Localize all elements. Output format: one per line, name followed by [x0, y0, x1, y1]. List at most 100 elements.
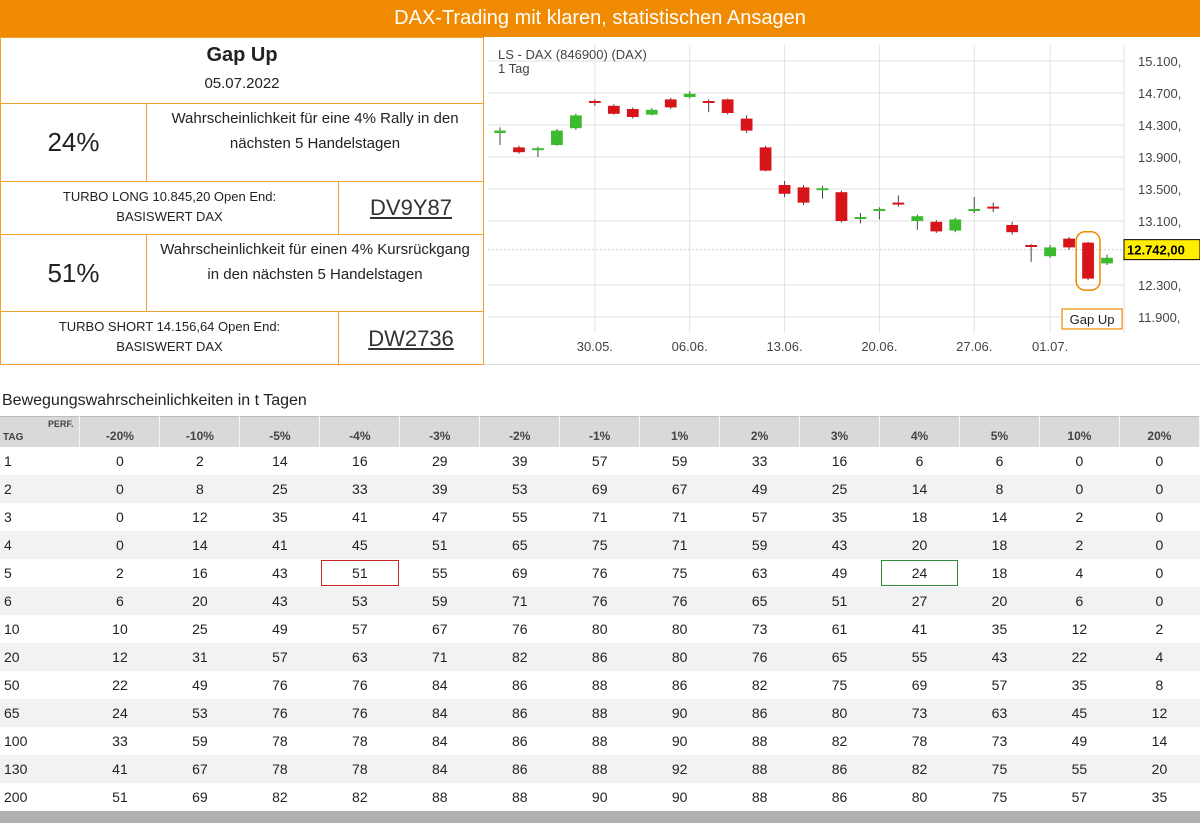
- table-cell: 84: [399, 754, 480, 783]
- table-title: Bewegungswahrscheinlichkeiten in t Tagen: [2, 392, 307, 409]
- table-cell: 88: [511, 788, 528, 805]
- table-cell: 76: [352, 676, 368, 693]
- table-cell: 78: [352, 732, 368, 749]
- chart-subtitle: 1 Tag: [498, 61, 530, 76]
- candle-body: [551, 130, 563, 145]
- short-probability-description: Wahrscheinlichkeit für einen 4% Kursrück…: [147, 235, 483, 311]
- table-cell: 51: [799, 586, 880, 615]
- table-cell: 6: [1039, 586, 1120, 615]
- row-tag: 20: [0, 642, 80, 671]
- tag-header: TAG: [3, 431, 24, 443]
- table-cell: 57: [751, 508, 768, 525]
- row-tag: 130: [0, 754, 80, 783]
- table-cell: 82: [272, 788, 288, 805]
- bottom-scroll-bar[interactable]: [0, 811, 1200, 823]
- candle-body: [664, 99, 677, 108]
- table-cell: 59: [671, 452, 688, 469]
- table-cell: 78: [239, 754, 320, 783]
- table-cell: 76: [591, 564, 608, 581]
- perf-header: PERF.: [47, 419, 74, 429]
- table-cell: 90: [671, 732, 688, 749]
- table-cell: 0: [1155, 452, 1164, 469]
- table-cell: 76: [719, 642, 800, 671]
- chart-svg: 15.100, 14.700, 14.300, 13.900, 13.500, 13.10…: [488, 45, 1200, 354]
- col-header: 10%: [1039, 416, 1120, 447]
- table-cell: 39: [511, 452, 528, 469]
- table-cell: 41: [352, 508, 368, 525]
- candle-body: [1063, 238, 1075, 248]
- long-product-name: TURBO LONG 10.845,20 Open End: BASISWERT…: [1, 182, 339, 234]
- short-product-line-2: BASISWERT DAX: [116, 339, 223, 354]
- table-cell: 90: [591, 788, 608, 805]
- table-row: 130 41 67 78 78 84 86 88 92 88 86 82 75 55 20: [0, 754, 1200, 783]
- table-cell: 57: [991, 676, 1008, 693]
- table-cell: 75: [831, 676, 848, 693]
- row-tag: 3: [4, 508, 12, 525]
- table-cell: 33: [319, 474, 400, 503]
- table-cell: 12: [1071, 620, 1088, 637]
- short-wkn-link[interactable]: DW2736: [368, 326, 454, 351]
- candle-body: [740, 118, 753, 131]
- page-banner: DAX-Trading mit klaren, statistischen An…: [0, 0, 1200, 37]
- row-tag: 4: [0, 530, 80, 559]
- table-row: 100 33 59 78 78 84 86 88 90 88 82 78 73 49 14: [0, 727, 1200, 755]
- table-cell: 2: [1039, 530, 1120, 559]
- table-cell: 78: [319, 754, 400, 783]
- table-cell: 6: [915, 452, 924, 469]
- table-cell: 43: [239, 586, 320, 615]
- table-cell: 33: [751, 452, 768, 469]
- table-cell: 14: [159, 530, 240, 559]
- short-probability-row: 51% Wahrscheinlichkeit für einen 4% Kurs…: [1, 235, 483, 312]
- candle-body: [816, 188, 829, 191]
- table-cell: 76: [319, 698, 400, 727]
- candle-body: [645, 109, 658, 115]
- y-tick-label: 11.900,: [1138, 310, 1180, 325]
- long-wkn-link[interactable]: DV9Y87: [370, 195, 452, 220]
- table-cell: 71: [671, 508, 688, 525]
- table-cell: 16: [831, 452, 848, 469]
- table-cell: 65: [479, 530, 560, 559]
- table-cell: 35: [831, 508, 848, 525]
- table-cell: 43: [799, 530, 880, 559]
- table-cell: 12: [79, 642, 160, 671]
- table-cell: 41: [239, 530, 320, 559]
- table-cell: 0: [116, 452, 124, 469]
- probability-table: PERF. TAG -20% -10% -5% -4% -3% -2% -1% 1% 2% 3% 4…: [0, 416, 1200, 811]
- table-cell: 76: [559, 586, 640, 615]
- table-cell: 65: [719, 586, 800, 615]
- table-cell: 0: [1119, 586, 1200, 615]
- table-cell: 88: [432, 788, 448, 805]
- table-cell: 71: [639, 530, 720, 559]
- table-cell: 57: [239, 642, 320, 671]
- candle-body: [1044, 247, 1057, 257]
- table-cell: 61: [831, 620, 848, 637]
- table-cell: 0: [1039, 474, 1120, 503]
- table-cell: 73: [879, 698, 960, 727]
- table-cell: 43: [272, 564, 288, 581]
- dax-candlestick-chart: 15.100, 14.700, 14.300, 13.900, 13.500, 13.10…: [484, 37, 1200, 365]
- x-tick-label: 01.07.: [1032, 339, 1068, 354]
- table-cell: 84: [399, 698, 480, 727]
- candle-body: [873, 209, 886, 211]
- table-cell: 24: [79, 698, 160, 727]
- row-tag: 50: [4, 676, 20, 693]
- col-header: 1%: [639, 416, 721, 447]
- table-cell: 90: [671, 788, 688, 805]
- table-cell: 2: [1155, 620, 1164, 637]
- short-desc-line-1: Wahrscheinlichkeit für einen 4% Kursrück…: [160, 241, 470, 258]
- table-row: 200 51 69 82 82 88 88 90 90 88 86 80 75 57 35: [0, 783, 1200, 811]
- table-cell: 86: [671, 676, 688, 693]
- signal-date: 05.07.2022: [204, 75, 280, 92]
- table-cell: 35: [991, 620, 1008, 637]
- col-header: -10%: [159, 416, 241, 447]
- table-cell: 49: [719, 474, 800, 503]
- table-cell: 82: [751, 676, 768, 693]
- table-cell: 86: [831, 788, 848, 805]
- last-price-label: 12.742,00: [1127, 243, 1185, 258]
- table-cell: 86: [479, 698, 560, 727]
- table-cell: 49: [1071, 732, 1088, 749]
- candle-body: [532, 148, 544, 151]
- table-row: 65 24 53 76 76 84 86 88 90 86 80 73 63 45 12: [0, 698, 1200, 727]
- annotation-label: Gap Up: [1070, 312, 1115, 327]
- table-cell: 45: [1039, 698, 1120, 727]
